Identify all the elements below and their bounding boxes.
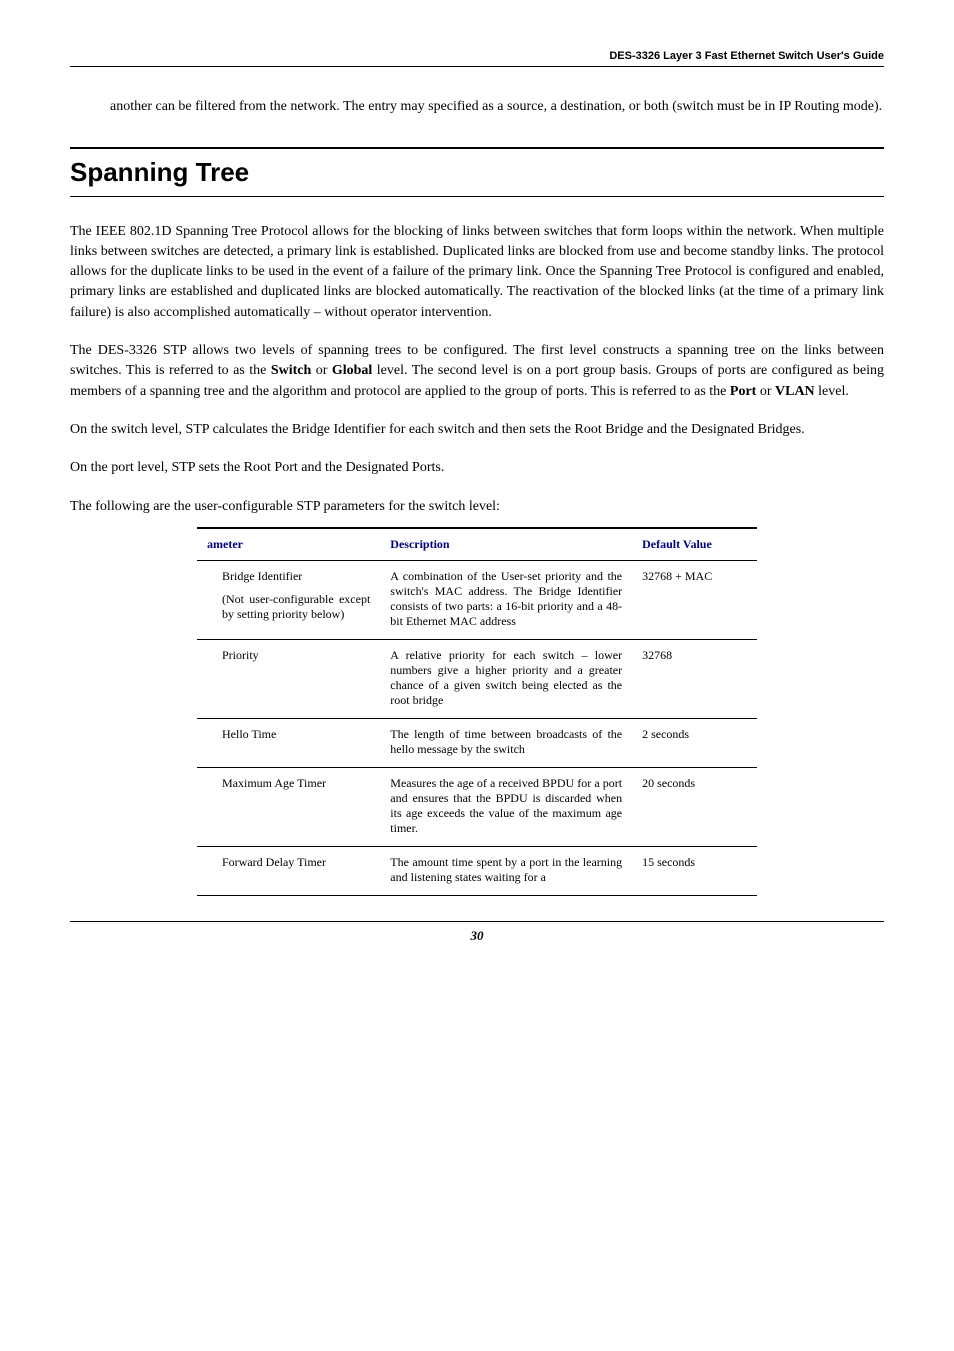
cell-param: Bridge Identifier (Not user-configurable… xyxy=(197,560,380,639)
p2-bold-global: Global xyxy=(332,363,372,378)
cell-val: 20 seconds xyxy=(632,767,757,846)
table-row: Maximum Age Timer Measures the age of a … xyxy=(197,767,757,846)
th-description: Description xyxy=(380,528,632,561)
page-header: DES-3326 Layer 3 Fast Ethernet Switch Us… xyxy=(70,50,884,67)
p2-text: level. xyxy=(815,384,849,399)
cell-desc: A relative priority for each switch – lo… xyxy=(380,639,632,718)
table-row: Forward Delay Timer The amount time spen… xyxy=(197,846,757,895)
stp-params-table: ameter Description Default Value Bridge … xyxy=(197,527,757,896)
table-row: Hello Time The length of time between br… xyxy=(197,718,757,767)
th-default: Default Value xyxy=(632,528,757,561)
cell-desc: A combination of the User-set priority a… xyxy=(380,560,632,639)
cell-param: Priority xyxy=(197,639,380,718)
intro-paragraph: another can be filtered from the network… xyxy=(110,97,884,117)
table-intro: The following are the user-configurable … xyxy=(70,497,884,517)
cell-param: Maximum Age Timer xyxy=(197,767,380,846)
paragraph-3: On the switch level, STP calculates the … xyxy=(70,420,884,440)
cell-desc: The length of time between broadcasts of… xyxy=(380,718,632,767)
param-line2: (Not user-configurable except by setting… xyxy=(222,592,370,622)
paragraph-1: The IEEE 802.1D Spanning Tree Protocol a… xyxy=(70,222,884,323)
cell-val: 32768 xyxy=(632,639,757,718)
p2-text: or xyxy=(311,363,332,378)
paragraph-4: On the port level, STP sets the Root Por… xyxy=(70,458,884,478)
table-header-row: ameter Description Default Value xyxy=(197,528,757,561)
th-parameter: ameter xyxy=(197,528,380,561)
cell-desc: Measures the age of a received BPDU for … xyxy=(380,767,632,846)
table-row: Priority A relative priority for each sw… xyxy=(197,639,757,718)
p2-bold-switch: Switch xyxy=(271,363,311,378)
table-row: Bridge Identifier (Not user-configurable… xyxy=(197,560,757,639)
section-title: Spanning Tree xyxy=(70,147,884,197)
cell-val: 32768 + MAC xyxy=(632,560,757,639)
cell-param: Forward Delay Timer xyxy=(197,846,380,895)
cell-val: 15 seconds xyxy=(632,846,757,895)
p2-bold-port: Port xyxy=(730,384,756,399)
cell-param: Hello Time xyxy=(197,718,380,767)
p2-bold-vlan: VLAN xyxy=(775,384,815,399)
cell-val: 2 seconds xyxy=(632,718,757,767)
page-number: 30 xyxy=(70,921,884,944)
cell-desc: The amount time spent by a port in the l… xyxy=(380,846,632,895)
paragraph-2: The DES-3326 STP allows two levels of sp… xyxy=(70,341,884,402)
param-line1: Bridge Identifier xyxy=(222,569,370,584)
p2-text: or xyxy=(756,384,775,399)
